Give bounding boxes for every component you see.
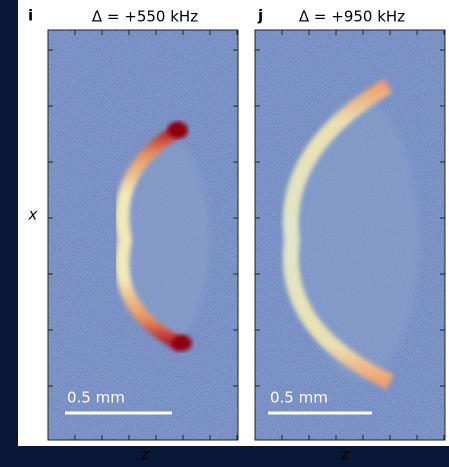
ticks [48,30,445,440]
panel-label: i [28,7,33,25]
density-peak [168,122,188,138]
panel: 0.5 mm i Δ = +550 kHz z [28,7,239,464]
scale-bar-label: 0.5 mm [67,389,125,407]
scale-bar-label: 0.5 mm [270,389,328,407]
x-axis-label: z [340,446,350,464]
atom-arc [115,121,186,352]
halo [300,100,420,380]
frame [254,29,446,441]
panel: 0.5 mm j Δ = +950 kHz z [254,7,446,464]
panel-title: Δ = +950 kHz [299,8,405,26]
density-peak [172,335,192,351]
frame [47,29,239,441]
atom-arc [282,79,394,390]
panel-label: j [257,7,263,25]
panel-title: Δ = +550 kHz [92,8,198,26]
halo [130,140,210,340]
y-axis-label: x [28,206,38,224]
x-axis-label: z [140,446,150,464]
